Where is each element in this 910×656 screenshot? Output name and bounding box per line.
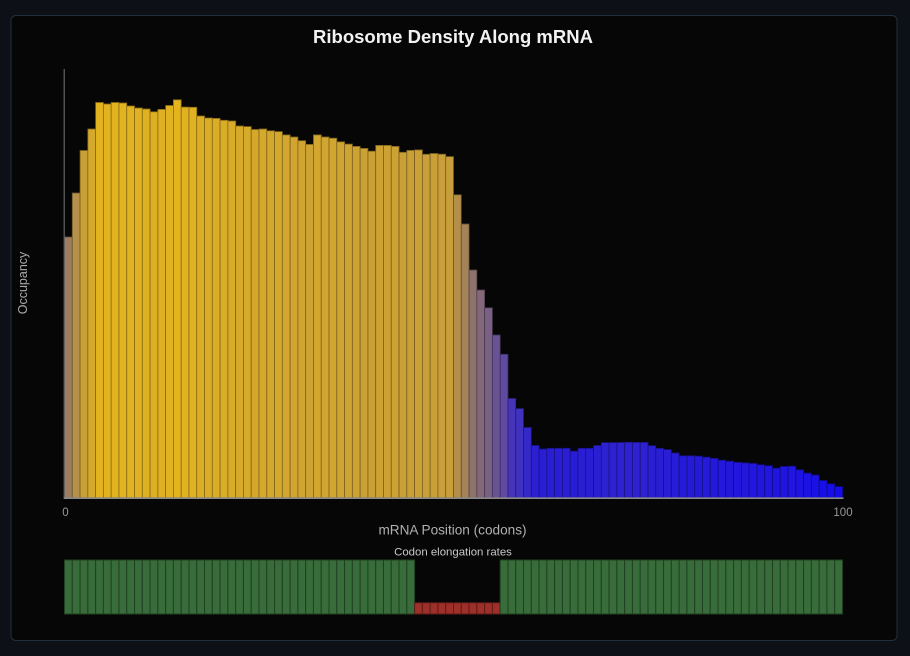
svg-text:100: 100	[833, 507, 852, 519]
svg-text:0: 0	[62, 507, 68, 519]
svg-text:Ribosome Density Along mRNA: Ribosome Density Along mRNA	[313, 26, 593, 47]
svg-text:mRNA Position (codons): mRNA Position (codons)	[378, 522, 526, 537]
svg-text:Codon elongation rates: Codon elongation rates	[394, 547, 512, 559]
svg-text:Occupancy: Occupancy	[16, 251, 30, 314]
